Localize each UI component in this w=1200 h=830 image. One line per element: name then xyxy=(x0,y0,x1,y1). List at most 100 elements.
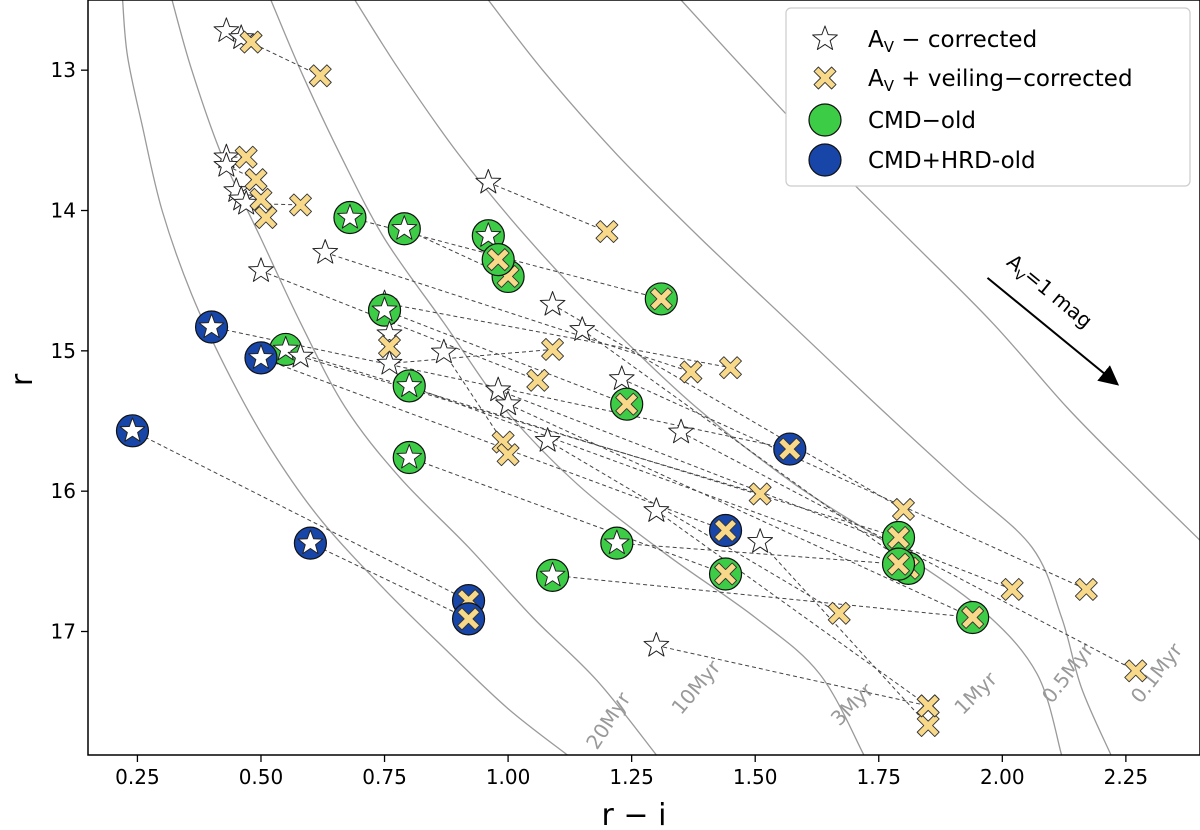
av-corrected-star xyxy=(233,189,260,215)
veiling-corrected-cross xyxy=(714,519,737,542)
veiling-corrected-cross xyxy=(244,168,268,192)
av-corrected-star xyxy=(475,168,502,194)
connector-line xyxy=(621,378,1087,590)
av-corrected-star xyxy=(248,257,274,282)
veiling-corrected-cross xyxy=(234,145,258,169)
connector-line xyxy=(409,457,726,575)
connector-line xyxy=(488,181,608,233)
av-corrected-star xyxy=(376,349,403,375)
veiling-corrected-cross xyxy=(541,337,565,361)
veiling-corrected-cross xyxy=(1000,577,1024,601)
connector-line xyxy=(300,355,761,495)
connector-line xyxy=(260,357,726,531)
x-axis-label: r − i xyxy=(602,798,667,830)
plot-frame xyxy=(87,0,1200,756)
y-tick-label: 16 xyxy=(51,479,76,503)
veiling-corrected-cross xyxy=(827,601,851,625)
y-tick-label: 14 xyxy=(51,199,76,223)
av-corrected-star xyxy=(198,313,225,338)
veiling-corrected-cross xyxy=(887,526,910,549)
isochrone-0.1Myr xyxy=(680,0,1200,541)
isochrone-label: 0.5Myr xyxy=(1037,638,1099,708)
av-corrected-star xyxy=(668,418,694,444)
legend-frame xyxy=(785,7,1191,187)
connector-line xyxy=(507,403,973,618)
veiling-corrected-cross xyxy=(486,248,510,272)
veiling-corrected-cross xyxy=(1124,659,1148,683)
legend-cross-icon xyxy=(813,66,837,90)
veiling-corrected-cross xyxy=(254,206,278,229)
av-corrected-star xyxy=(213,152,240,177)
connector-line xyxy=(680,431,1136,672)
y-tick-label: 13 xyxy=(51,58,76,82)
legend: AV − corrected AV + veiling−corrected CMD−… xyxy=(785,7,1191,187)
av-corrected-star xyxy=(272,335,299,361)
av-corrected-star xyxy=(539,291,566,316)
x-tick-label: 2.25 xyxy=(1104,765,1149,789)
legend-label: AV − corrected xyxy=(868,27,1037,56)
connector-line xyxy=(389,348,553,364)
av-corrected-star xyxy=(396,372,423,397)
av-corrected-star xyxy=(396,443,423,469)
av-corrected-star xyxy=(376,320,403,346)
extinction-arrow-line xyxy=(986,277,1120,386)
connector-line xyxy=(552,574,973,618)
av-corrected-star xyxy=(608,365,635,390)
connector-line xyxy=(384,309,627,405)
isochrone-label: 1Myr xyxy=(949,666,1002,719)
x-tick-label: 1.50 xyxy=(733,765,778,789)
av-corrected-star xyxy=(539,561,566,587)
legend-label: AV + veiling−corrected xyxy=(868,66,1133,95)
connector-line xyxy=(226,165,257,181)
y-axis-label: r xyxy=(5,373,40,386)
connector-line xyxy=(552,304,904,510)
av-corrected-star xyxy=(248,344,274,369)
veiling-corrected-cross xyxy=(457,607,480,631)
av-corrected-star xyxy=(643,497,670,522)
x-tick-label: 0.50 xyxy=(239,765,284,789)
connector-line xyxy=(349,217,662,300)
x-tick-label: 1.25 xyxy=(609,765,654,789)
connector-line xyxy=(404,228,509,277)
isochrone-3Myr xyxy=(270,0,865,755)
veiling-corrected-cross xyxy=(526,368,550,392)
isochrone-label: 20Myr xyxy=(581,687,636,753)
connector-line xyxy=(409,385,909,569)
isochrone-0.5Myr xyxy=(487,0,1112,755)
x-tick-label: 1.00 xyxy=(486,765,531,789)
av-corrected-star xyxy=(475,222,502,247)
x-tick-label: 2.00 xyxy=(980,765,1025,789)
veiling-corrected-cross xyxy=(615,392,639,416)
legend-blue-circle-icon xyxy=(808,143,842,177)
av-corrected-star xyxy=(569,316,596,341)
legend-label: CMD+HRD-old xyxy=(868,148,1036,174)
veiling-corrected-cross xyxy=(378,335,401,359)
veiling-corrected-cross xyxy=(748,482,772,506)
isochrone-10Myr xyxy=(171,0,657,755)
av-corrected-star xyxy=(485,376,512,402)
veiling-corrected-cross xyxy=(1074,577,1098,601)
veiling-corrected-cross xyxy=(916,694,940,718)
av-corrected-star xyxy=(119,417,146,442)
veiling-corrected-cross xyxy=(679,360,703,384)
legend-green-circle-icon xyxy=(808,103,842,137)
av-corrected-star xyxy=(747,528,774,553)
veiling-corrected-cross xyxy=(289,193,312,217)
y-axis-ticks: 13 14 15 16 17 xyxy=(51,58,88,644)
veiling-corrected-cross xyxy=(961,606,985,629)
extinction-arrow-label: AV=1 mag xyxy=(1000,249,1097,336)
isochrone-label: 10Myr xyxy=(667,655,726,719)
av-corrected-star xyxy=(213,17,240,42)
av-corrected-star xyxy=(643,632,670,657)
veiling-corrected-cross xyxy=(892,497,915,521)
av-corrected-star xyxy=(430,338,457,364)
av-corrected-star xyxy=(287,342,314,368)
veiling-corrected-cross xyxy=(595,220,619,243)
isochrone-1Myr xyxy=(354,0,1063,755)
connector-line xyxy=(656,645,929,707)
data-markers xyxy=(115,17,1148,737)
x-tick-label: 0.25 xyxy=(115,765,160,789)
connector-line xyxy=(547,440,840,614)
veiling-corrected-cross xyxy=(239,30,263,54)
